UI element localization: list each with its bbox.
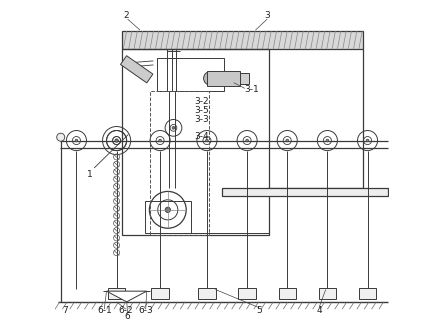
Bar	[157, 57, 224, 91]
Text: 3: 3	[264, 11, 270, 20]
Circle shape	[246, 139, 249, 142]
Bar	[222, 188, 388, 197]
Text: 6-2: 6-2	[119, 306, 133, 315]
Bar	[108, 289, 125, 299]
Bar	[120, 56, 153, 83]
Bar	[122, 49, 269, 235]
Text: 6: 6	[125, 312, 131, 322]
Text: 1: 1	[87, 170, 93, 179]
Text: 3-3: 3-3	[194, 115, 209, 124]
Text: 3-5: 3-5	[194, 106, 209, 115]
Bar	[238, 289, 256, 299]
Circle shape	[165, 207, 170, 212]
Bar	[151, 289, 169, 299]
Bar	[150, 91, 209, 235]
Circle shape	[115, 139, 118, 142]
Bar	[319, 289, 336, 299]
Circle shape	[204, 72, 217, 85]
Circle shape	[206, 139, 208, 142]
Bar	[207, 71, 240, 86]
Text: 2: 2	[124, 11, 130, 20]
Circle shape	[172, 127, 175, 129]
Circle shape	[159, 139, 162, 142]
Circle shape	[115, 139, 118, 142]
Text: 7: 7	[62, 306, 67, 315]
Bar	[220, 73, 249, 84]
Circle shape	[286, 139, 289, 142]
Text: 5: 5	[256, 306, 262, 315]
Bar	[278, 289, 296, 299]
Circle shape	[208, 76, 213, 81]
Circle shape	[57, 133, 65, 141]
Bar	[122, 31, 363, 49]
Text: 3-2: 3-2	[194, 96, 209, 106]
Circle shape	[366, 139, 369, 142]
Text: 6-3: 6-3	[139, 306, 153, 315]
Text: 3-1: 3-1	[245, 85, 259, 94]
Text: 3-4: 3-4	[194, 132, 209, 141]
Polygon shape	[107, 291, 147, 302]
Bar	[198, 289, 216, 299]
Circle shape	[75, 139, 78, 142]
Text: 6-1: 6-1	[98, 306, 112, 315]
Text: 4: 4	[316, 306, 322, 315]
Bar	[145, 201, 190, 233]
Circle shape	[326, 139, 329, 142]
Bar	[359, 289, 376, 299]
